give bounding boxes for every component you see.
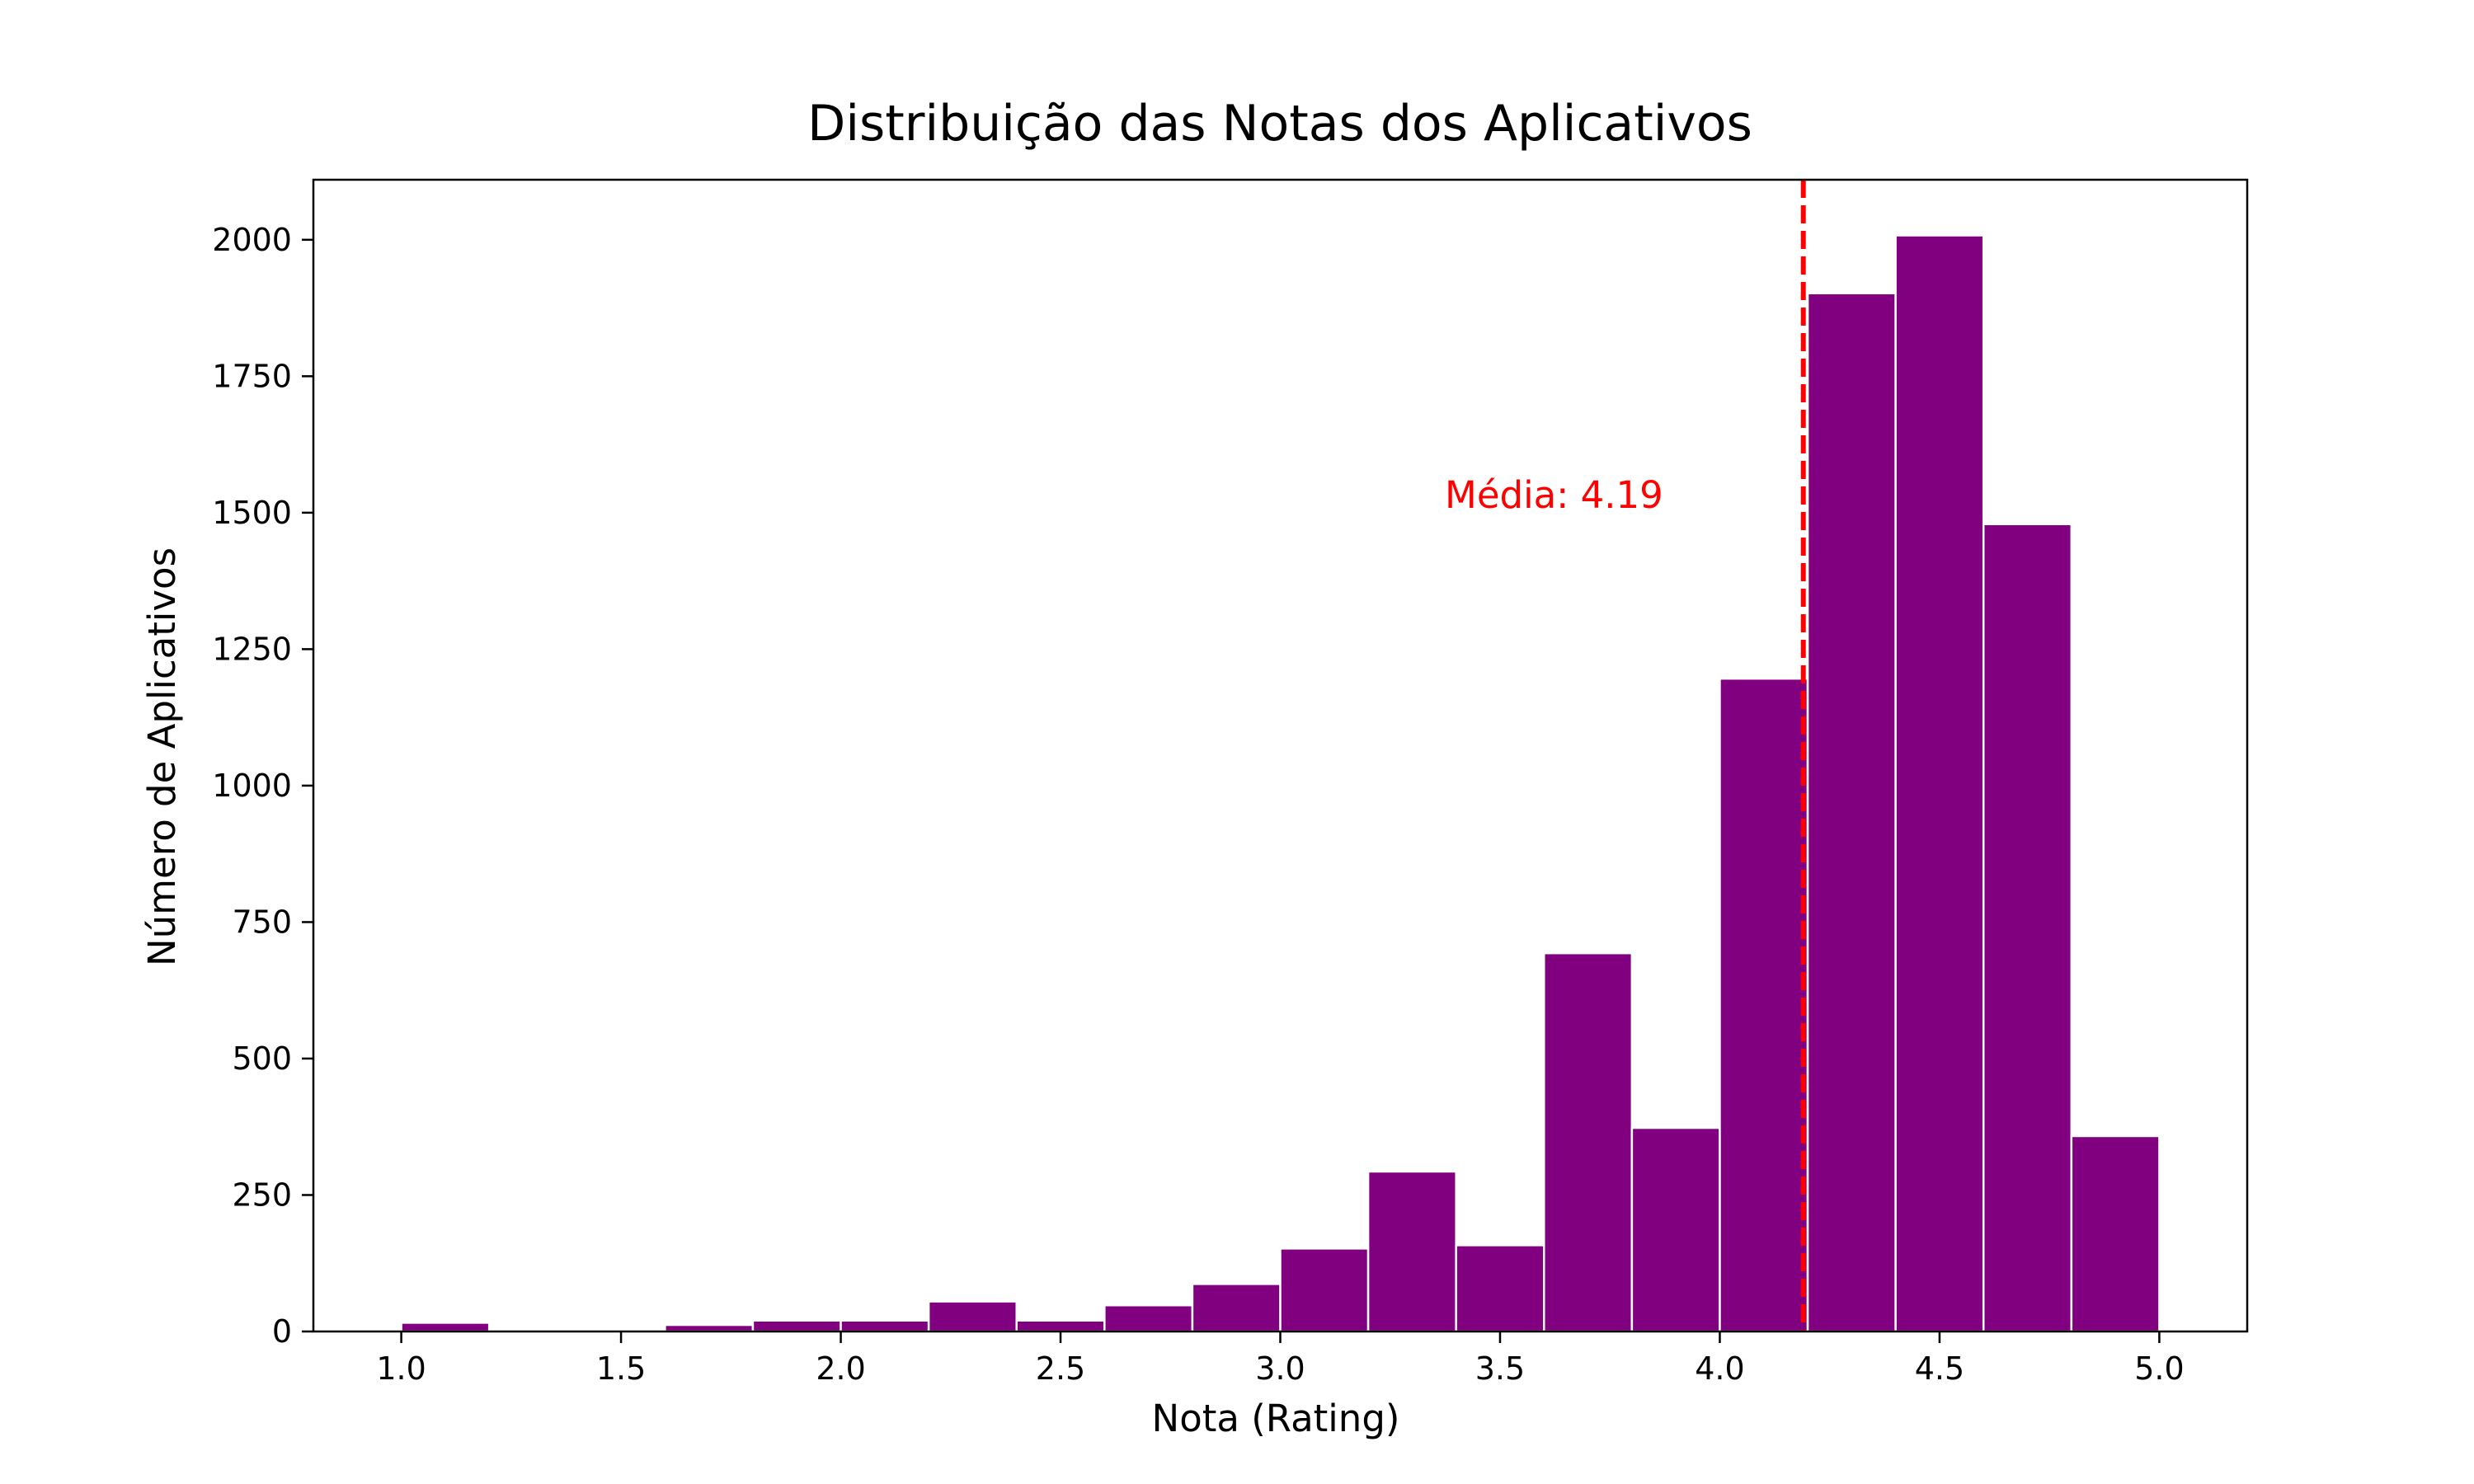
histogram-bar bbox=[1806, 292, 1897, 1333]
histogram-bar bbox=[751, 1319, 842, 1333]
x-tick-label: 4.0 bbox=[1695, 1350, 1744, 1387]
x-tick-label: 1.0 bbox=[376, 1350, 426, 1387]
x-axis: 1.0 1.5 2.0 2.5 3.0 3.5 4.0 4.5 5.0 bbox=[376, 1331, 2185, 1387]
x-tick-label: 2.5 bbox=[1036, 1350, 1085, 1387]
y-tick-label: 1750 bbox=[212, 358, 292, 394]
histogram-bar bbox=[1191, 1283, 1282, 1333]
histogram-bar bbox=[1719, 677, 1809, 1333]
histogram-bar bbox=[400, 1322, 491, 1333]
mean-annotation: Média: 4.19 bbox=[1445, 473, 1663, 517]
y-tick-label: 0 bbox=[272, 1313, 292, 1350]
histogram-bar bbox=[1543, 951, 1634, 1333]
y-tick-label: 750 bbox=[232, 904, 292, 940]
x-axis-label: Nota (Rating) bbox=[1152, 1397, 1400, 1440]
x-tick-label: 1.5 bbox=[596, 1350, 646, 1387]
histogram-bar bbox=[1015, 1319, 1106, 1333]
histogram-bar bbox=[840, 1319, 930, 1333]
chart-title: Distribuição das Notas dos Aplicativos bbox=[807, 95, 1752, 153]
y-tick-label: 1500 bbox=[212, 495, 292, 531]
histogram-bar bbox=[1279, 1247, 1370, 1333]
histogram-bar bbox=[1455, 1244, 1545, 1333]
histogram-bar bbox=[1366, 1170, 1457, 1333]
y-tick-label: 2000 bbox=[212, 222, 292, 258]
x-tick-label: 3.0 bbox=[1255, 1350, 1305, 1387]
x-tick-label: 5.0 bbox=[2134, 1350, 2184, 1387]
y-tick-label: 1250 bbox=[212, 631, 292, 667]
histogram-bar bbox=[2070, 1134, 2161, 1333]
y-tick-label: 500 bbox=[232, 1040, 292, 1077]
histogram-bar bbox=[1630, 1126, 1721, 1333]
x-tick-label: 2.0 bbox=[816, 1350, 865, 1387]
y-tick-label: 250 bbox=[232, 1176, 292, 1213]
bars-group bbox=[400, 234, 2161, 1333]
y-tick-label: 1000 bbox=[212, 768, 292, 804]
y-axis-label: Número de Aplicativos bbox=[140, 547, 184, 966]
histogram-bar bbox=[1982, 523, 2073, 1333]
x-tick-label: 3.5 bbox=[1475, 1350, 1525, 1387]
x-tick-label: 4.5 bbox=[1915, 1350, 1964, 1387]
y-axis: 0 250 500 750 1000 1250 1500 1750 2000 bbox=[212, 222, 313, 1350]
histogram-bar bbox=[927, 1300, 1018, 1333]
histogram-bar bbox=[1103, 1303, 1194, 1333]
histogram-bar bbox=[1894, 234, 1985, 1333]
